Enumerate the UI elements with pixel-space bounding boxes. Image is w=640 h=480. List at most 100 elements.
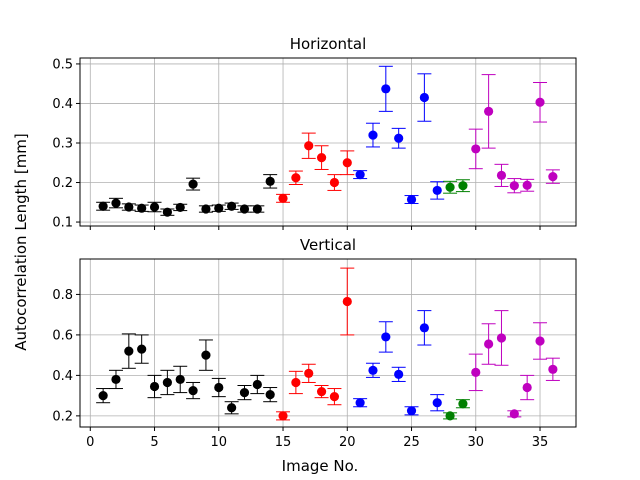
series-green (443, 179, 470, 194)
axes-frame (79, 258, 577, 428)
x-tick-label: 20 (339, 435, 356, 450)
data-point (432, 398, 442, 408)
data-point (381, 332, 391, 342)
series-magenta (468, 74, 560, 194)
data-point (329, 177, 340, 188)
horizontal-subplot: 0.1 0.2 0.3 0.4 0.5 Horizontal (52, 35, 577, 231)
data-point (252, 379, 262, 390)
data-point (329, 392, 340, 402)
data-point (278, 193, 288, 203)
data-point (214, 203, 224, 213)
data-point (419, 323, 429, 333)
data-point (394, 369, 404, 379)
data-point (381, 84, 391, 94)
data-point (535, 97, 545, 107)
data-point (111, 374, 121, 385)
data-point (201, 204, 211, 214)
data-point (111, 198, 121, 208)
data-point (291, 377, 301, 388)
data-point (496, 333, 507, 343)
data-point (419, 92, 429, 103)
x-tick-label: 10 (211, 435, 228, 450)
data-point (162, 207, 172, 217)
data-point (522, 180, 532, 190)
data-point (432, 185, 442, 196)
data-point (342, 158, 352, 168)
y-tick-label: 0.4 (52, 369, 73, 384)
data-point (149, 202, 160, 212)
vertical-subplot: 0 5 10 15 20 25 30 35 0.2 0.4 0.6 0.8 Vertical (52, 236, 577, 450)
x-tick-label: 25 (403, 435, 420, 450)
data-point (162, 377, 172, 388)
data-point (188, 179, 198, 189)
data-point (124, 202, 134, 212)
data-point (265, 176, 275, 186)
data-point (394, 133, 404, 143)
data-point (304, 368, 314, 378)
y-tick-label: 0.2 (52, 176, 73, 191)
data-point (445, 411, 455, 421)
data-point (484, 106, 494, 116)
x-axis-label: Image No. (282, 457, 359, 475)
series-red (276, 132, 355, 203)
data-point (175, 374, 185, 385)
subplot-title: Horizontal (290, 35, 367, 53)
data-point (137, 344, 147, 354)
data-point (509, 409, 519, 419)
data-point (214, 382, 224, 393)
data-point (535, 336, 545, 346)
data-point (252, 204, 262, 214)
x-tick-label: 30 (467, 435, 484, 450)
series-green (443, 399, 470, 421)
data-point (406, 406, 417, 416)
data-point (98, 391, 108, 401)
data-point (355, 170, 365, 180)
y-tick-label: 0.5 (52, 57, 73, 72)
x-tick-label: 0 (86, 435, 94, 450)
series-red (276, 267, 355, 421)
data-point (509, 181, 519, 191)
data-point (239, 387, 250, 398)
data-point (548, 171, 558, 182)
data-point (188, 385, 198, 396)
data-point (548, 364, 558, 374)
data-point (406, 194, 417, 205)
series-blue (353, 310, 445, 416)
data-point (496, 170, 507, 181)
data-point (484, 339, 494, 349)
data-point (368, 365, 378, 375)
data-point (316, 153, 327, 163)
data-point (291, 173, 301, 183)
x-tick-label: 15 (275, 435, 292, 450)
data-point (239, 204, 250, 214)
data-point (445, 182, 455, 192)
y-tick-label: 0.6 (52, 328, 73, 343)
data-point (175, 202, 185, 213)
data-point (368, 130, 378, 140)
data-point (98, 201, 108, 211)
data-point (227, 201, 237, 211)
data-point (355, 398, 365, 408)
data-point (342, 296, 352, 307)
subplot-title: Vertical (300, 236, 356, 254)
y-tick-label: 0.4 (52, 97, 73, 112)
series-black (96, 174, 278, 217)
y-tick-label: 0.1 (52, 216, 73, 231)
data-point (304, 141, 314, 151)
y-tick-label: 0.8 (52, 288, 73, 303)
data-point (316, 386, 327, 397)
series-blue (353, 65, 445, 205)
data-point (522, 382, 532, 393)
data-point (471, 367, 481, 377)
y-axis-label: Autocorrelation Length [mm] (12, 133, 30, 351)
data-point (265, 390, 275, 400)
data-point (201, 350, 211, 360)
y-tick-label: 0.2 (52, 409, 73, 424)
data-point (471, 144, 481, 154)
x-tick-label: 5 (150, 435, 158, 450)
series-black (96, 333, 278, 415)
data-point (137, 203, 147, 213)
data-point (278, 411, 288, 421)
data-point (149, 381, 160, 392)
